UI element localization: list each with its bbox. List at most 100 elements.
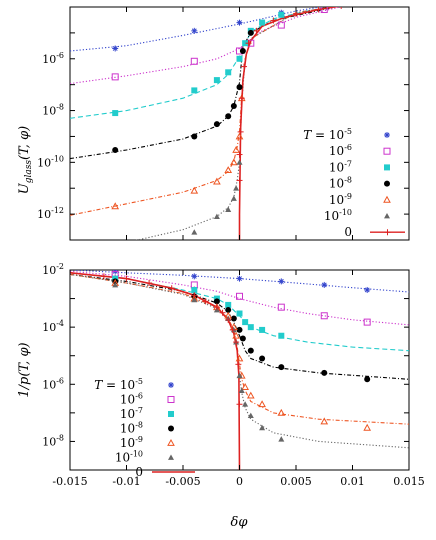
marker-stroke: [321, 282, 327, 288]
data-point: [232, 331, 240, 339]
data-point: [235, 354, 244, 362]
data-point: [191, 292, 198, 299]
x-tick-label: 0.015: [393, 475, 425, 488]
data-point: [277, 21, 285, 29]
legend-marker: [384, 164, 390, 171]
y-tick-label: 10-4: [42, 319, 64, 334]
x-tick-label: -0.005: [165, 475, 200, 488]
data-point: [224, 166, 233, 174]
legend-label: 0: [344, 225, 352, 239]
series-curves: [70, 7, 343, 240]
data-point: [242, 40, 249, 47]
data-point: [123, 275, 130, 282]
series-points: [111, 0, 389, 235]
legend-marker: [384, 229, 391, 236]
data-point: [236, 19, 243, 26]
x-axis-title: δφ: [231, 515, 249, 530]
data-point: [340, 7, 342, 9]
legend-marker: [168, 411, 174, 417]
x-ticks: -0.015 -0.01 -0.005 0 0.005 0.01 0.015: [52, 270, 425, 488]
data-point: [259, 326, 266, 333]
data-point: [259, 355, 266, 362]
data-point: [111, 73, 119, 81]
data-point: [363, 423, 372, 431]
legend-label: 10-9: [120, 435, 143, 450]
data-point: [236, 84, 243, 91]
x-tick-label: -0.01: [112, 475, 140, 488]
marker-stroke: [237, 276, 242, 282]
y-tick-label: 10-8: [42, 103, 64, 118]
y-tick-label: 10-6: [42, 376, 64, 391]
legend-marker: [168, 425, 174, 432]
data-point: [191, 286, 198, 293]
series-points: [70, 270, 372, 442]
y-axis-title: Uglass(T, φ): [17, 126, 34, 195]
series-line: [70, 273, 409, 425]
legend-label: 0: [135, 465, 143, 479]
y-tick-label: 10-10: [37, 154, 64, 169]
marker-stroke: [191, 273, 197, 279]
data-point: [258, 400, 266, 408]
series-line: [70, 7, 343, 85]
data-point: [239, 47, 246, 54]
legend-marker: [168, 454, 174, 460]
data-point: [253, 27, 260, 34]
marker-stroke: [168, 382, 174, 388]
legend: T = 10-510-610-710-810-910-100: [303, 127, 405, 239]
data-point: [230, 315, 237, 322]
data-point: [225, 301, 232, 308]
marker-stroke: [278, 278, 284, 284]
data-point: [315, 7, 322, 13]
data-point: [239, 335, 246, 342]
legend-label: 10-7: [329, 159, 352, 174]
data-point: [247, 324, 254, 331]
data-point: [236, 372, 243, 379]
data-point: [233, 185, 240, 191]
data-point: [191, 229, 198, 235]
data-point: [237, 128, 244, 135]
x-ticks: [69, 7, 410, 240]
legend-label: 10-6: [329, 143, 352, 158]
marker-stroke: [384, 132, 390, 138]
data-point: [236, 55, 243, 62]
y-tick-label: 10-8: [42, 433, 64, 448]
legend-marker: [383, 147, 391, 155]
data-point: [278, 436, 285, 442]
legend-label: 10-10: [115, 450, 143, 465]
data-point: [235, 132, 244, 140]
data-point: [277, 408, 286, 416]
data-point: [321, 369, 328, 376]
legend: T = 10-510-610-710-810-910-100: [94, 377, 195, 479]
data-point: [230, 195, 237, 201]
data-point: [259, 424, 266, 431]
data-point: [236, 326, 243, 333]
x-tick-label: 0: [236, 475, 243, 488]
data-point: [259, 19, 266, 26]
data-point: [236, 177, 243, 184]
data-point: [236, 275, 243, 282]
data-point: [213, 177, 221, 185]
legend-label: T = 10-5: [303, 127, 352, 142]
data-point: [247, 347, 254, 354]
data-point: [235, 361, 242, 368]
data-point: [213, 77, 220, 84]
data-point: [236, 151, 243, 158]
data-point: [168, 285, 175, 292]
legend-marker: [167, 396, 175, 403]
data-point: [213, 121, 220, 128]
y-tick-label: 10-2: [42, 262, 64, 277]
data-point: [202, 298, 209, 305]
data-point: [238, 95, 245, 102]
data-point: [100, 273, 107, 280]
data-point: [278, 278, 285, 285]
data-point: [190, 57, 198, 65]
data-point: [225, 113, 232, 120]
legend-label: 10-6: [120, 392, 143, 407]
series-line: [238, 7, 340, 240]
data-point: [383, 0, 389, 2]
data-point: [364, 376, 371, 383]
data-point: [225, 306, 232, 313]
y-ticks: 10-2 10-4 10-6 10-8: [42, 262, 409, 471]
marker-stroke: [322, 2, 326, 6]
